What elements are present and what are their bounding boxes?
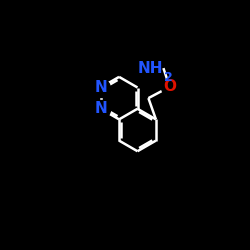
Text: 2: 2 xyxy=(164,70,173,84)
Text: NH: NH xyxy=(138,60,164,76)
Text: N: N xyxy=(94,101,107,116)
Text: O: O xyxy=(163,80,176,94)
Text: N: N xyxy=(94,80,107,95)
